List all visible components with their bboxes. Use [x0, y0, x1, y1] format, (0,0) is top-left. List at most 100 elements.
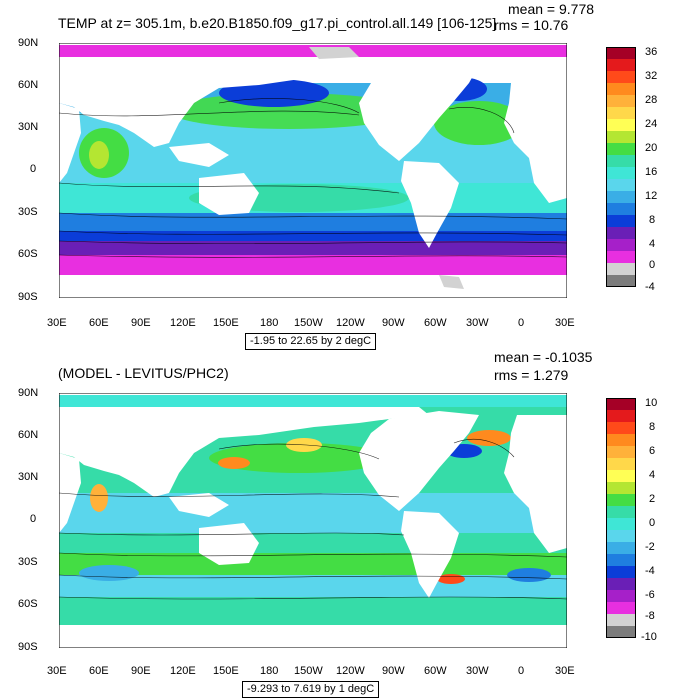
panel-2-map — [59, 393, 567, 648]
panel-2-cbar-label-0: 10 — [645, 397, 658, 409]
panel-2-land-maritime-continent — [169, 493, 229, 517]
panel-2-land-australia — [199, 523, 259, 565]
panel-2-ytick-4: 30S — [18, 556, 38, 568]
panel-2-xtick-8: 90W — [382, 665, 405, 677]
panel-1-xtick-4: 150E — [213, 317, 239, 329]
panel-1-colorbar-swatch-9 — [606, 155, 636, 168]
panel-2-land-south-america — [401, 511, 459, 598]
panel-1-cold-north-pacific — [219, 79, 329, 107]
panel-1-colorbar-swatch-17 — [606, 251, 636, 264]
panel-2-cbar-label-2: 6 — [649, 445, 656, 457]
panel-1-colorbar-swatch-3 — [606, 83, 636, 96]
panel-2-colorbar-swatch-5 — [606, 458, 636, 471]
panel-2-cbar-label-1: 8 — [649, 421, 656, 433]
panel-2-colorbar-swatch-1 — [606, 410, 636, 423]
panel-2-colorbar-swatch-11 — [606, 530, 636, 543]
panel-2-contours — [59, 439, 567, 600]
panel-1-xtick-12: 30E — [555, 317, 575, 329]
panel-2-xtick-10: 30W — [466, 665, 489, 677]
panel-2-contour-note: -9.293 to 7.619 by 1 degC — [242, 681, 380, 698]
panel-2-cbar-label-3: 4 — [649, 469, 656, 481]
panel-2-cbar-label-6: -2 — [645, 541, 655, 553]
panel-2-ocean-band-south-cool — [59, 575, 567, 597]
panel-2-ocean-band-tropic-cool — [59, 493, 567, 533]
panel-2-cbar-label-4: 2 — [649, 493, 656, 505]
panel-2-colorbar-swatch-12 — [606, 542, 636, 555]
panel-1-ytick-3: 0 — [30, 163, 37, 175]
panel-1-colorbar-swatch-13 — [606, 203, 636, 216]
panel-2-xtick-6: 150W — [294, 665, 323, 677]
panel-2-colorbar — [606, 398, 636, 638]
panel-1-land-australia — [199, 173, 259, 215]
panel-1-cbar-label-7: 8 — [649, 214, 656, 226]
panel-1-colorbar-swatch-7 — [606, 131, 636, 144]
panel-1-xtick-7: 120W — [336, 317, 365, 329]
panel-2-anomaly-north-atlantic-warm — [467, 430, 511, 446]
panel-1-ytick-6: 90S — [18, 291, 38, 303]
panel-2-land-antarctica — [59, 625, 567, 648]
panel-2-colorbar-swatch-7 — [606, 482, 636, 495]
panel-1-cbar-label-6: 12 — [645, 190, 658, 202]
panel-1-cbar-label-0: 36 — [645, 46, 658, 58]
panel-2-cbar-label-7: -4 — [645, 565, 655, 577]
panel-2-ytick-3: 0 — [30, 513, 37, 525]
panel-1-ice-greenland — [309, 47, 359, 59]
panel-2-ocean-band-north — [59, 395, 567, 407]
panel-2-colorbar-swatch-15 — [606, 578, 636, 591]
panel-1-colorbar-frame — [606, 47, 636, 287]
panel-1-xtick-1: 60E — [89, 317, 109, 329]
panel-1-cbar-label-4: 20 — [645, 142, 658, 154]
panel-1-title: TEMP at z= 305.1m, b.e20.B1850.f09_g17.p… — [58, 15, 497, 31]
panel-2-cbar-label-8: -6 — [645, 589, 655, 601]
panel-1-colorbar-swatch-2 — [606, 71, 636, 84]
panel-1-colorbar-swatch-0 — [606, 47, 636, 60]
panel-1-ocean-band-antarctic — [59, 255, 567, 275]
panel-2-xtick-1: 60E — [89, 665, 109, 677]
panel-2-colorbar-swatch-0 — [606, 398, 636, 411]
panel-1-rms: rms = 10.76 — [494, 17, 569, 33]
panel-2-xtick-3: 120E — [170, 665, 196, 677]
panel-2-colorbar-frame — [606, 398, 636, 638]
panel-1-cbar-label-8: 4 — [649, 238, 656, 250]
panel-1-land-south-america — [401, 161, 459, 248]
panel-1-colorbar-swatch-5 — [606, 107, 636, 120]
panel-2-xtick-11: 0 — [518, 665, 525, 677]
panel-1-colorbar-swatch-12 — [606, 191, 636, 204]
panel-1-colorbar-swatch-11 — [606, 179, 636, 192]
panel-1-warm-gyre-north-atlantic — [434, 101, 524, 145]
panel-2-xtick-0: 30E — [47, 665, 67, 677]
panel-1-colorbar-swatch-4 — [606, 95, 636, 108]
panel-1-colorbar-swatch-6 — [606, 119, 636, 132]
panel-1-colorbar-swatch-16 — [606, 239, 636, 252]
panel-2-ytick-1: 60N — [18, 429, 39, 441]
panel-2-colorbar-swatch-17 — [606, 602, 636, 615]
panel-2-xtick-4: 150E — [213, 665, 239, 677]
panel-1-colorbar-swatch-1 — [606, 59, 636, 72]
panel-2-colorbar-swatch-10 — [606, 518, 636, 531]
panel-2-colorbar-swatch-9 — [606, 506, 636, 519]
panel-1-mean: mean = 9.778 — [508, 1, 595, 17]
panel-1-cbar-label-1: 32 — [645, 70, 658, 82]
panel-1-land-europe-africa — [504, 65, 567, 203]
panel-1-ocean-band-acc — [59, 231, 567, 241]
panel-2-colorbar-swatch-19 — [606, 626, 636, 638]
panel-2-colorbar-swatch-13 — [606, 554, 636, 567]
panel-1-land-maritime-continent — [169, 143, 229, 167]
panel-1-xtick-0: 30E — [47, 317, 67, 329]
panel-1-land-africa — [59, 103, 81, 183]
panel-1-map — [59, 43, 567, 298]
panel-2-anomaly-arabian-hot — [90, 484, 108, 512]
panel-1-ytick-2: 30N — [18, 121, 39, 133]
panel-1-land-antarctica — [59, 275, 567, 298]
panel-2-xtick-2: 90E — [131, 665, 151, 677]
panel-2-colorbar-swatch-4 — [606, 446, 636, 459]
panel-2-anomaly-south-atlantic-cold — [507, 568, 551, 582]
panel-2-ocean-band-antarctic — [59, 597, 567, 625]
panel-1-colorbar-swatch-14 — [606, 215, 636, 228]
panel-1-xtick-9: 60W — [424, 317, 447, 329]
panel-1-colorbar-swatch-10 — [606, 167, 636, 180]
panel-1-ytick-0: 90N — [18, 37, 39, 49]
panel-1-xtick-10: 30W — [466, 317, 489, 329]
panel-2-colorbar-swatch-3 — [606, 434, 636, 447]
panel-2-cbar-label-5: 0 — [649, 517, 656, 529]
